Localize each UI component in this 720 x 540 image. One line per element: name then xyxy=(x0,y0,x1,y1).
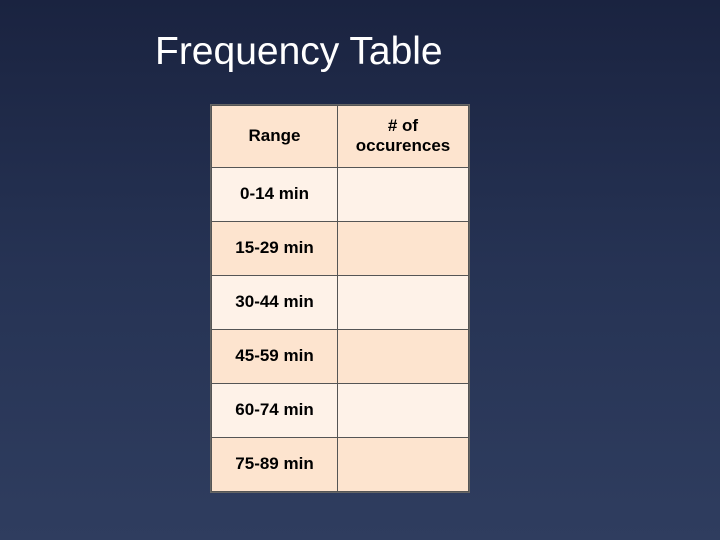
table-header-row: Range # of occurences xyxy=(212,106,469,168)
cell-occurrences xyxy=(338,383,469,437)
frequency-table-container: Range # of occurences 0-14 min 15-29 min xyxy=(210,104,470,493)
cell-range: 75-89 min xyxy=(212,437,338,491)
table-row: 0-14 min xyxy=(212,167,469,221)
column-header-range: Range xyxy=(212,106,338,168)
table-row: 15-29 min xyxy=(212,221,469,275)
cell-occurrences xyxy=(338,437,469,491)
table-row: 75-89 min xyxy=(212,437,469,491)
cell-range: 30-44 min xyxy=(212,275,338,329)
table-row: 60-74 min xyxy=(212,383,469,437)
slide: Frequency Table Range # of occurences 0-… xyxy=(0,0,720,540)
cell-range: 60-74 min xyxy=(212,383,338,437)
cell-range: 0-14 min xyxy=(212,167,338,221)
cell-range: 15-29 min xyxy=(212,221,338,275)
cell-occurrences xyxy=(338,167,469,221)
cell-range: 45-59 min xyxy=(212,329,338,383)
table-row: 45-59 min xyxy=(212,329,469,383)
frequency-table: Range # of occurences 0-14 min 15-29 min xyxy=(211,105,469,492)
table-row: 30-44 min xyxy=(212,275,469,329)
cell-occurrences xyxy=(338,329,469,383)
slide-title: Frequency Table xyxy=(155,30,720,74)
cell-occurrences xyxy=(338,275,469,329)
column-header-occurrences: # of occurences xyxy=(338,106,469,168)
cell-occurrences xyxy=(338,221,469,275)
